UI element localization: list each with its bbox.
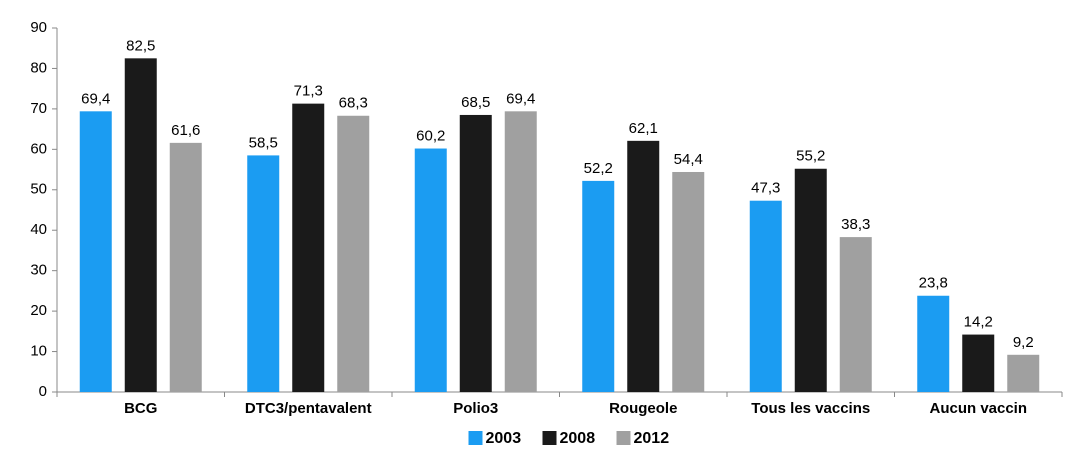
bar (292, 103, 325, 393)
legend-label: 2012 (634, 430, 670, 447)
y-tick-label: 10 (30, 343, 47, 360)
value-label: 9,2 (1013, 334, 1034, 351)
bar (247, 155, 280, 392)
value-label: 62,1 (629, 120, 658, 137)
value-label: 68,3 (339, 95, 368, 112)
bar (917, 295, 950, 392)
bar (749, 200, 782, 392)
y-tick-label: 40 (30, 221, 47, 238)
value-label: 23,8 (919, 275, 948, 292)
legend-label: 2008 (560, 430, 596, 447)
bar (169, 142, 202, 392)
legend-label: 2003 (486, 430, 522, 447)
bar (627, 140, 660, 392)
y-tick-label: 90 (30, 19, 47, 36)
bar (582, 180, 615, 392)
value-label: 60,2 (416, 127, 445, 144)
value-label: 58,5 (249, 134, 278, 151)
value-label: 54,4 (674, 151, 703, 168)
bar (79, 111, 112, 392)
bar (414, 148, 447, 392)
value-label: 69,4 (81, 90, 110, 107)
value-label: 71,3 (294, 83, 323, 100)
bar (504, 111, 537, 392)
bar (1007, 354, 1040, 392)
value-label: 69,4 (506, 90, 535, 107)
x-tick-label: Polio3 (453, 400, 498, 417)
x-tick-label: Tous les vaccins (751, 400, 870, 417)
value-label: 47,3 (751, 180, 780, 197)
bar (672, 171, 705, 392)
bar (962, 334, 995, 392)
value-label: 82,5 (126, 37, 155, 54)
y-tick-label: 0 (39, 383, 47, 400)
bar (794, 168, 827, 392)
bar (337, 115, 370, 393)
bar (459, 114, 492, 392)
legend-swatch (616, 431, 631, 445)
y-tick-label: 60 (30, 140, 47, 157)
value-label: 68,5 (461, 94, 490, 111)
value-label: 14,2 (964, 314, 993, 331)
value-label: 55,2 (796, 148, 825, 165)
bar (839, 237, 872, 392)
legend-swatch (468, 431, 483, 445)
y-tick-label: 70 (30, 100, 47, 117)
x-tick-label: BCG (124, 400, 157, 417)
value-label: 61,6 (171, 122, 200, 139)
x-tick-label: Aucun vaccin (929, 400, 1027, 417)
x-tick-label: DTC3/pentavalent (245, 400, 372, 417)
y-tick-label: 20 (30, 302, 47, 319)
x-tick-label: Rougeole (609, 400, 677, 417)
legend-swatch (542, 431, 557, 445)
y-tick-label: 80 (30, 59, 47, 76)
y-tick-label: 30 (30, 262, 47, 279)
y-tick-label: 50 (30, 181, 47, 198)
value-label: 52,2 (584, 160, 613, 177)
bar (124, 58, 157, 392)
value-label: 38,3 (841, 216, 870, 233)
